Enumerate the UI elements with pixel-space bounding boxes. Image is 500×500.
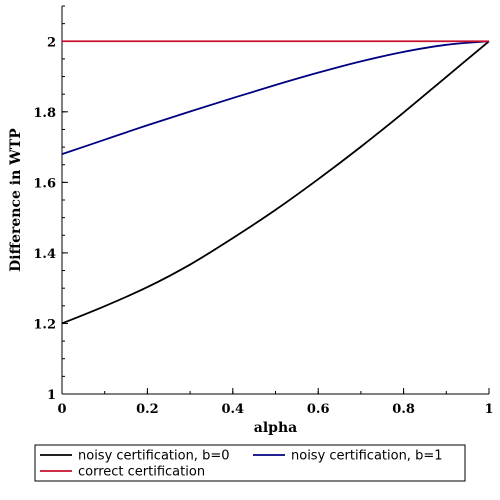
x-tick-label: 0.6 [307, 402, 330, 417]
x-tick-label: 0.8 [392, 402, 415, 417]
legend: noisy certification, b=0 noisy certificat… [34, 444, 466, 482]
legend-entry-noisy-b0: noisy certification, b=0 [40, 449, 230, 464]
y-tick-label: 1 [47, 388, 56, 403]
y-axis-label: Difference in WTP [8, 128, 24, 272]
x-tick-label: 0 [57, 402, 66, 417]
x-ticks: 0 0.2 0.4 0.6 0.8 1 [57, 388, 494, 417]
legend-label: noisy certification, b=1 [291, 449, 443, 464]
y-tick-label: 2 [47, 35, 56, 50]
series-line-noisy-b1 [61, 40, 490, 156]
series-line-noisy-b0 [61, 40, 490, 325]
legend-entry-correct: correct certification [40, 465, 205, 480]
legend-box [34, 444, 466, 482]
x-tick-label: 0.4 [221, 402, 244, 417]
y-tick-label: 1.2 [33, 317, 56, 332]
y-tick-label: 1.6 [33, 176, 56, 191]
x-tick-label: 1 [484, 402, 493, 417]
y-tick-label: 1.8 [33, 106, 56, 121]
legend-label: noisy certification, b=0 [78, 449, 230, 464]
legend-entry-noisy-b1: noisy certification, b=1 [253, 449, 443, 464]
y-ticks: 1 1.2 1.4 1.6 1.8 2 [33, 5, 68, 403]
legend-label: correct certification [78, 465, 205, 480]
x-tick-label: 0.2 [136, 402, 159, 417]
y-tick-label: 1.4 [33, 247, 56, 262]
x-axis-label: alpha [254, 420, 297, 436]
series-group [61, 40, 490, 325]
